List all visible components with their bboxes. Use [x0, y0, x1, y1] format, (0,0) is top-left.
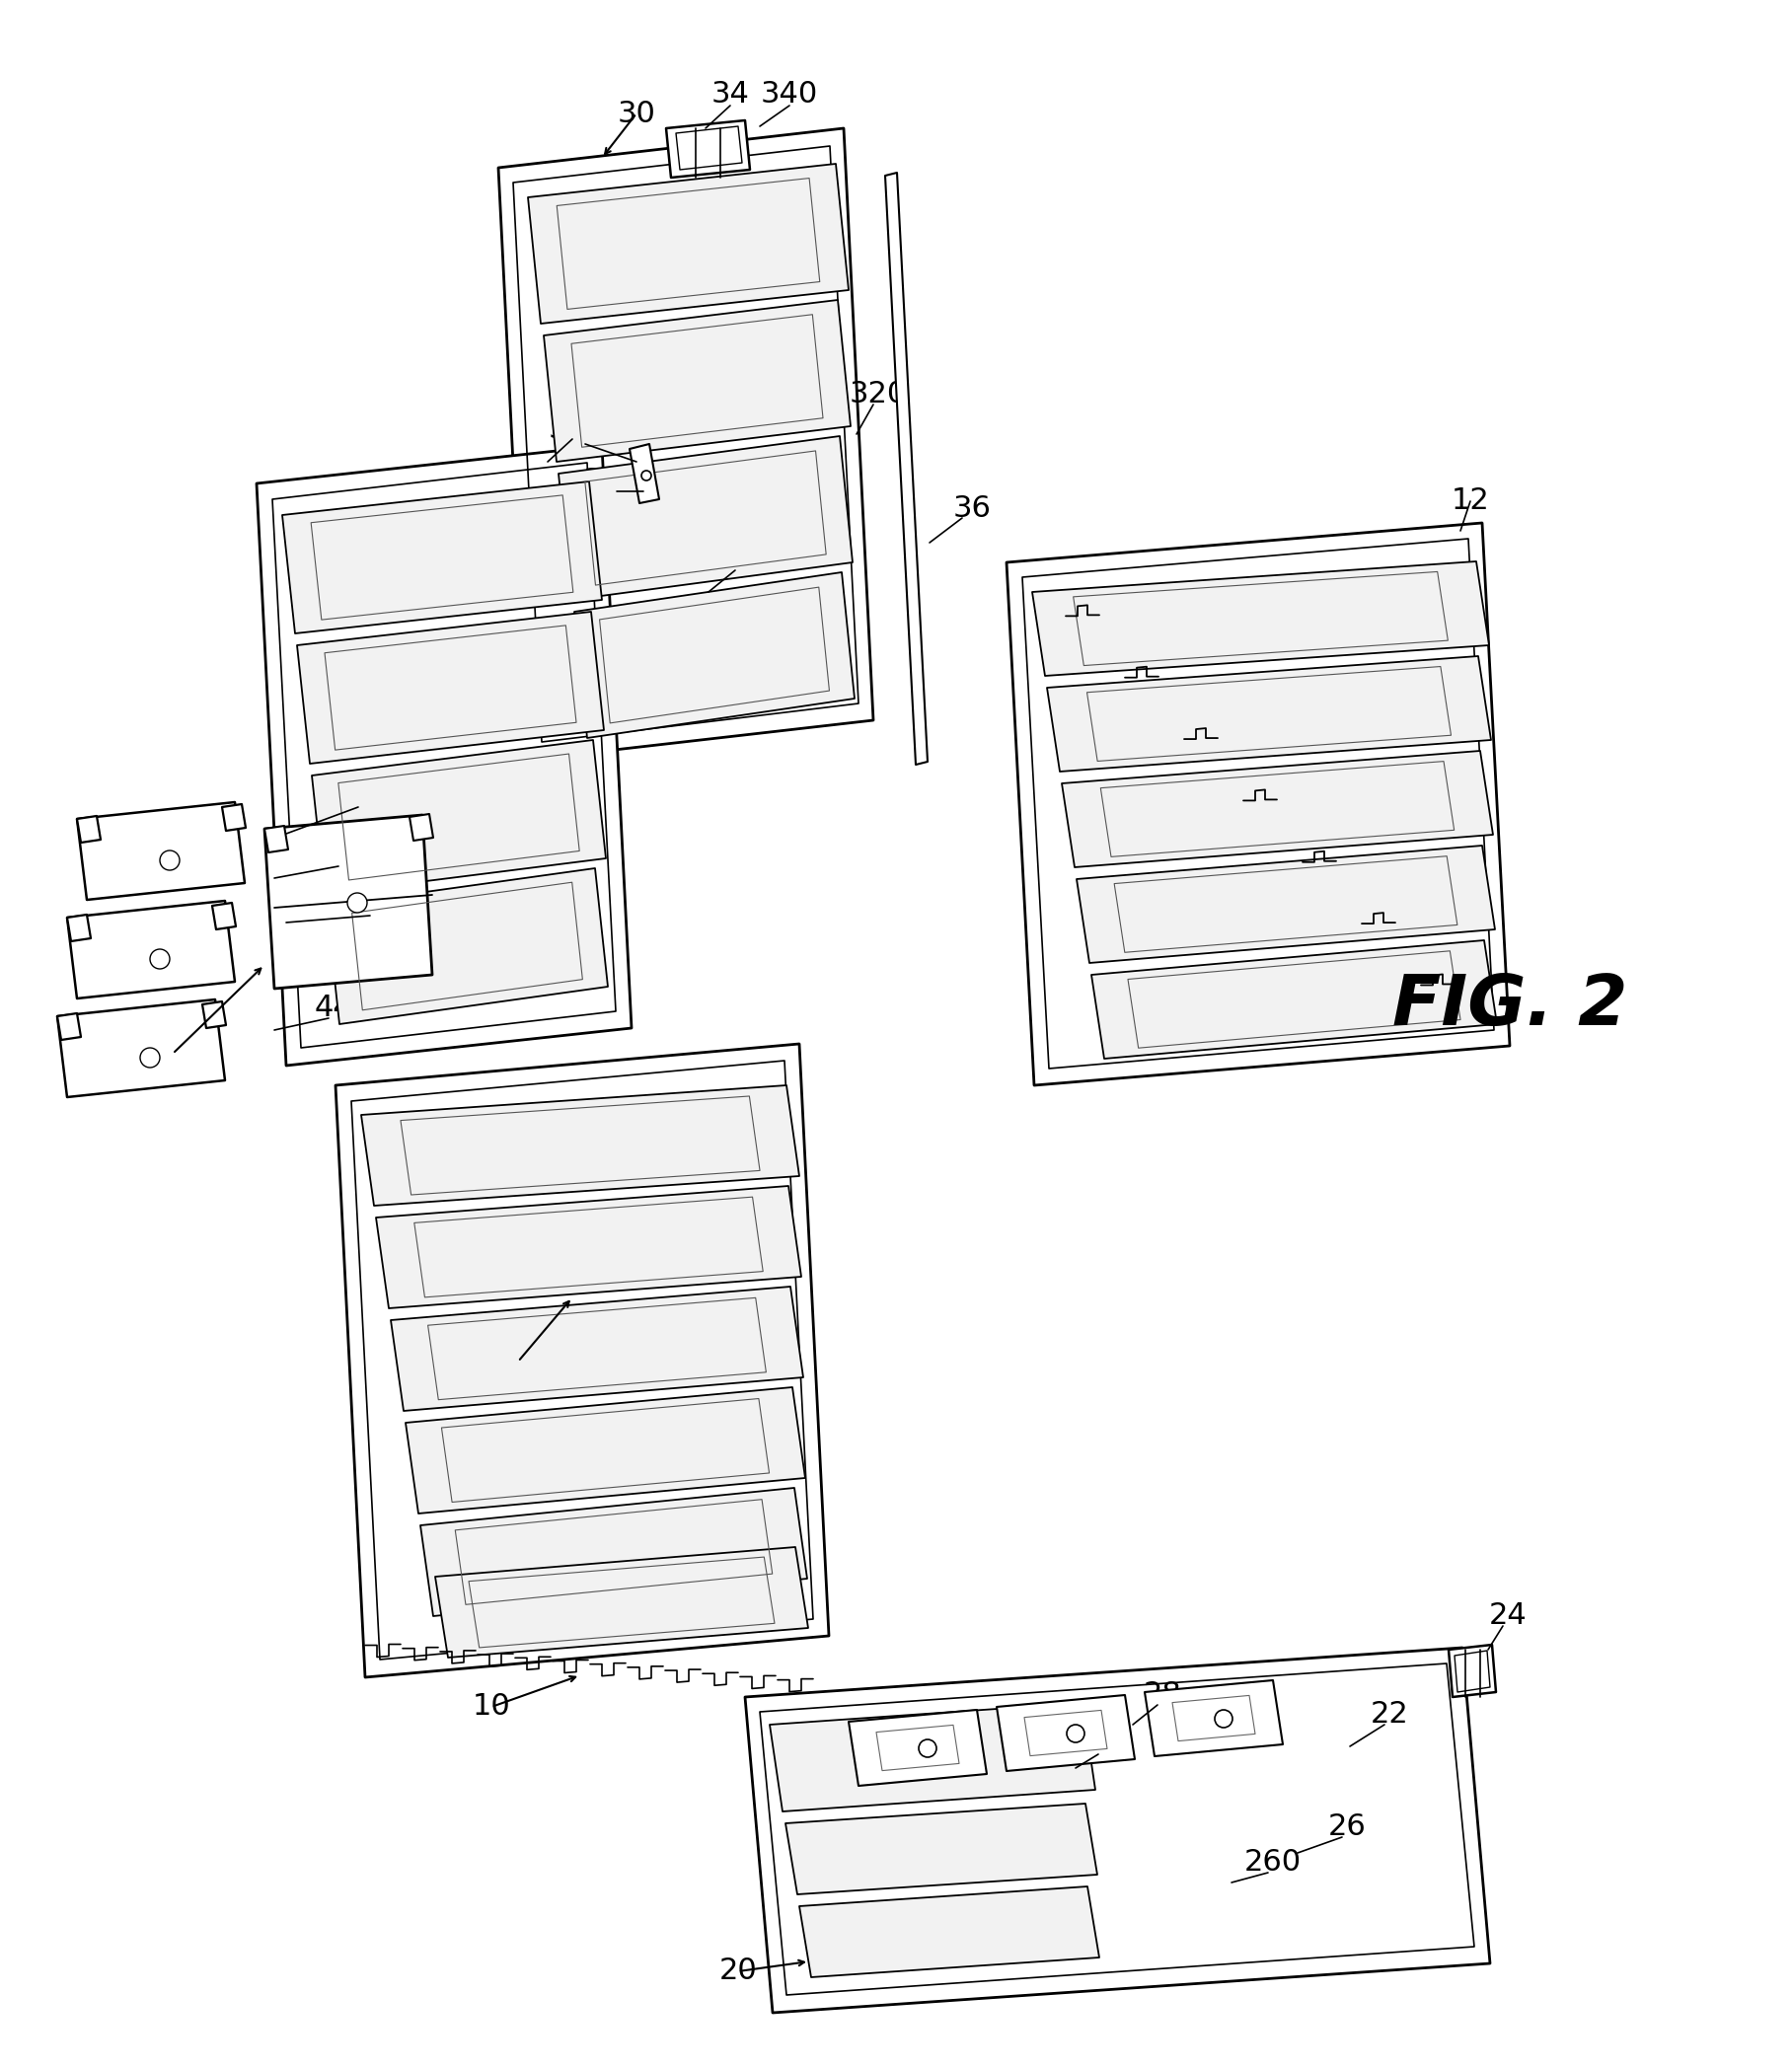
Polygon shape — [1007, 523, 1511, 1086]
Polygon shape — [77, 802, 246, 900]
Text: 32: 32 — [548, 416, 586, 443]
Polygon shape — [1077, 846, 1495, 964]
Circle shape — [1066, 1725, 1084, 1743]
Polygon shape — [667, 120, 751, 178]
Polygon shape — [785, 1803, 1097, 1894]
Text: 30: 30 — [616, 99, 656, 128]
Text: 280: 280 — [1075, 1731, 1133, 1758]
Polygon shape — [297, 612, 604, 763]
Text: 50: 50 — [498, 1346, 538, 1375]
Polygon shape — [629, 445, 659, 503]
Polygon shape — [57, 1013, 81, 1040]
Text: 38: 38 — [561, 420, 600, 449]
Polygon shape — [376, 1185, 801, 1309]
Polygon shape — [1047, 656, 1491, 771]
Polygon shape — [405, 1388, 805, 1514]
Circle shape — [919, 1739, 937, 1758]
Polygon shape — [256, 447, 631, 1065]
Circle shape — [151, 949, 170, 970]
Polygon shape — [996, 1696, 1134, 1770]
Polygon shape — [66, 914, 91, 941]
Text: 26: 26 — [1328, 1814, 1366, 1843]
Polygon shape — [1145, 1679, 1283, 1756]
Circle shape — [348, 893, 367, 912]
Polygon shape — [312, 740, 606, 893]
Text: 10: 10 — [473, 1692, 511, 1721]
Polygon shape — [222, 804, 246, 831]
Polygon shape — [66, 902, 235, 999]
Text: 322: 322 — [701, 546, 760, 575]
Text: 44: 44 — [314, 995, 353, 1024]
Text: 24: 24 — [1489, 1603, 1527, 1630]
Polygon shape — [885, 172, 928, 765]
Text: 40: 40 — [154, 1040, 192, 1067]
Text: 320: 320 — [849, 381, 907, 409]
Polygon shape — [57, 999, 226, 1098]
Text: 260: 260 — [1244, 1849, 1301, 1878]
Polygon shape — [281, 482, 602, 633]
Text: 28: 28 — [1143, 1681, 1181, 1710]
Polygon shape — [1448, 1644, 1496, 1698]
Polygon shape — [1063, 751, 1493, 866]
Text: 36: 36 — [953, 494, 991, 523]
Text: 340: 340 — [760, 79, 819, 108]
Polygon shape — [543, 300, 851, 461]
Polygon shape — [362, 1086, 799, 1206]
Polygon shape — [559, 436, 853, 600]
Circle shape — [642, 472, 650, 480]
Text: 380: 380 — [582, 467, 640, 496]
Circle shape — [140, 1048, 159, 1067]
Polygon shape — [391, 1286, 803, 1410]
Polygon shape — [410, 815, 434, 840]
Text: 20: 20 — [719, 1956, 758, 1985]
Circle shape — [159, 850, 179, 871]
Polygon shape — [202, 1001, 226, 1028]
Polygon shape — [265, 825, 289, 852]
Polygon shape — [573, 573, 855, 738]
Polygon shape — [326, 869, 607, 1024]
Text: 42: 42 — [344, 784, 382, 811]
Polygon shape — [745, 1648, 1489, 2012]
Polygon shape — [799, 1886, 1098, 1977]
Text: 12: 12 — [1452, 486, 1489, 515]
Polygon shape — [421, 1487, 806, 1615]
Polygon shape — [265, 815, 432, 989]
Polygon shape — [335, 1044, 830, 1677]
Polygon shape — [849, 1710, 987, 1787]
Text: 34: 34 — [711, 79, 749, 108]
Polygon shape — [211, 904, 237, 929]
Polygon shape — [498, 128, 873, 759]
Text: 22: 22 — [1371, 1700, 1409, 1729]
Text: 440: 440 — [346, 891, 403, 920]
Circle shape — [1215, 1710, 1233, 1727]
Polygon shape — [435, 1547, 808, 1659]
Polygon shape — [771, 1702, 1095, 1812]
Polygon shape — [1091, 941, 1496, 1059]
Polygon shape — [529, 163, 849, 323]
Polygon shape — [1032, 560, 1489, 676]
Polygon shape — [77, 817, 100, 842]
Text: 44: 44 — [324, 842, 362, 871]
Text: FIG. 2: FIG. 2 — [1392, 972, 1627, 1040]
